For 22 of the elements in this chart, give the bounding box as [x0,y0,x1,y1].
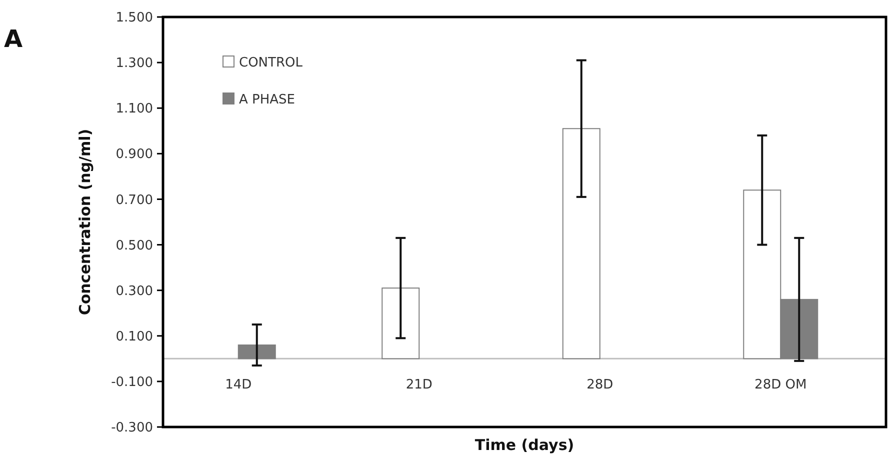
y-tick-label: -0.100 [111,374,153,390]
bar [382,288,420,360]
y-tick-label: 1.300 [116,56,153,72]
y-tick-label: 1.500 [116,10,153,26]
x-tick-label: 28D OM [754,378,807,393]
x-tick-label: 14D [225,378,252,393]
y-tick-label: 0.700 [116,192,153,208]
x-tick-label: 28D [586,378,614,393]
x-tick-label: 21D [406,378,432,393]
text: A [4,25,23,53]
y-axis-title: Concentration (ng/ml) [76,128,94,316]
y-tick-label: 0.900 [116,147,153,162]
bar [562,128,600,360]
x-axis-title: Time (days) [474,436,574,454]
y-tick-label: 0.100 [116,329,153,344]
y-tick-label: 1.100 [116,102,153,117]
y-tick-label: -0.300 [111,420,153,436]
y-tick-label: 0.500 [116,238,153,254]
y-tick-label: 0.300 [116,284,153,299]
legend-label: CONTROL [239,56,304,71]
bar [238,344,276,360]
legend-label: A PHASE [239,92,295,108]
